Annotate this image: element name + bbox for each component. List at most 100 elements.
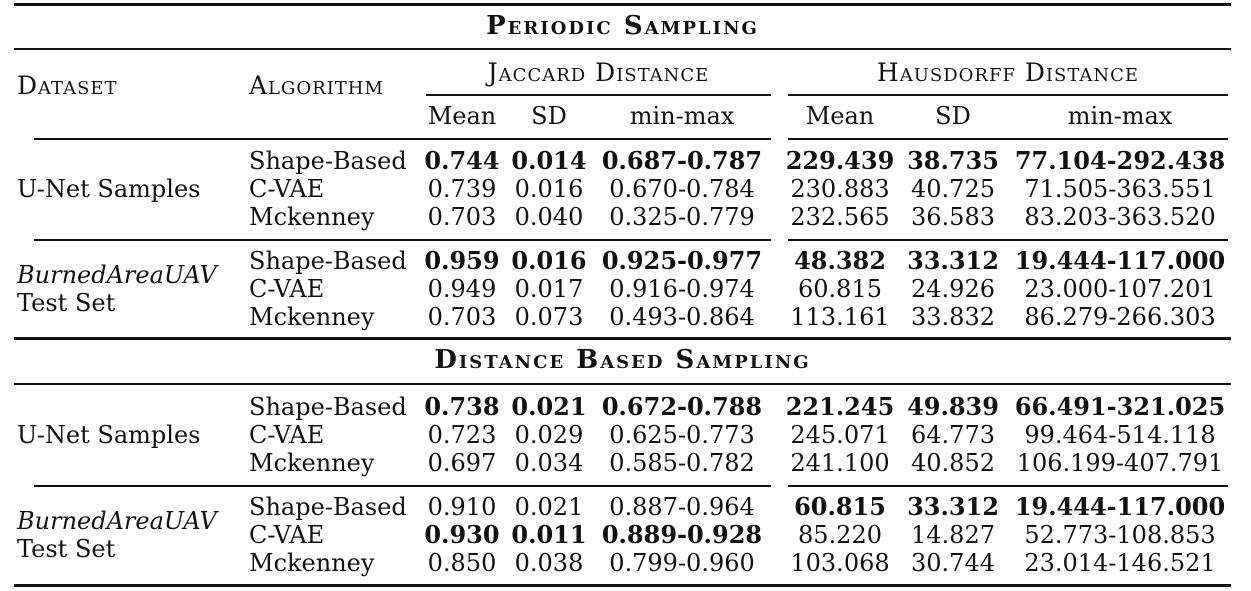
table-cell: 0.744 — [424, 146, 500, 175]
table-cell: 64.773 — [911, 421, 995, 449]
table-cell: 52.773-108.853 — [1024, 521, 1216, 549]
table-cell: 0.325-0.779 — [609, 203, 755, 231]
table-cell: 0.040 — [514, 203, 584, 231]
algorithm-label: C-VAE — [249, 421, 325, 449]
table-cell: 19.444-117.000 — [1014, 246, 1226, 275]
table-cell: 85.220 — [798, 521, 882, 549]
algorithm-label: Mckenney — [249, 549, 375, 577]
subheader-hausdorff-mean: Mean — [805, 102, 875, 130]
header-dataset: Dataset — [17, 71, 118, 100]
table-cell: 40.725 — [911, 175, 995, 203]
subheader-rule-right — [788, 138, 1228, 140]
table-cell: 0.799-0.960 — [609, 549, 755, 577]
table-cell: 0.016 — [514, 175, 584, 203]
table-cell: 0.011 — [511, 520, 587, 549]
algorithm-label: Mckenney — [249, 203, 375, 231]
table-cell: 113.161 — [790, 303, 890, 331]
table-cell: 71.505-363.551 — [1024, 175, 1216, 203]
table-cell: 0.697 — [427, 449, 497, 477]
table-cell: 24.926 — [911, 275, 995, 303]
table-cell: 0.029 — [514, 421, 584, 449]
table-cell: 0.625-0.773 — [609, 421, 755, 449]
table-cell: 232.565 — [790, 203, 890, 231]
dataset-sublabel: Test Set — [17, 535, 116, 563]
table-cell: 0.670-0.784 — [609, 175, 755, 203]
table-cell: 0.925-0.977 — [601, 246, 763, 275]
table-cell: 0.687-0.787 — [601, 146, 763, 175]
table-cell: 0.016 — [511, 246, 587, 275]
subheader-jaccard-min-max: min-max — [629, 102, 735, 130]
table-cell: 66.491-321.025 — [1014, 392, 1226, 421]
table-cell: 40.852 — [911, 449, 995, 477]
table-cell: 60.815 — [794, 492, 886, 521]
table-cell: 38.735 — [907, 146, 999, 175]
table-cell: 0.585-0.782 — [609, 449, 755, 477]
table-cell: 83.203-363.520 — [1024, 203, 1216, 231]
algorithm-label: Mckenney — [249, 449, 375, 477]
dataset-sublabel: Test Set — [17, 289, 116, 317]
table-cell: 33.832 — [911, 303, 995, 331]
table-cell: 49.839 — [907, 392, 999, 421]
algorithm-label: Shape-Based — [249, 247, 407, 275]
table-cell: 0.703 — [427, 303, 497, 331]
algorithm-label: C-VAE — [249, 175, 325, 203]
table-cell: 229.439 — [785, 146, 895, 175]
table-cell: 19.444-117.000 — [1014, 492, 1226, 521]
table-cell: 103.068 — [790, 549, 890, 577]
top-rule — [14, 3, 1231, 6]
table-cell: 221.245 — [785, 392, 895, 421]
table-cell: 0.739 — [427, 175, 497, 203]
table-cell: 241.100 — [790, 449, 890, 477]
algorithm-label: Shape-Based — [249, 147, 407, 175]
jaccard-cmidrule — [426, 94, 771, 96]
table-cell: 106.199-407.791 — [1016, 449, 1224, 477]
table-cell: 230.883 — [790, 175, 890, 203]
table-cell: 30.744 — [911, 549, 995, 577]
table-cell: 14.827 — [911, 521, 995, 549]
group-rule-right — [788, 485, 1228, 487]
algorithm-label: Mckenney — [249, 303, 375, 331]
table-cell: 0.910 — [427, 493, 497, 521]
table-cell: 0.916-0.974 — [609, 275, 755, 303]
header-jaccard: Jaccard Distance — [487, 58, 710, 87]
table-cell: 0.021 — [514, 493, 584, 521]
subheader-hausdorff-min-max: min-max — [1067, 102, 1173, 130]
subheader-jaccard-mean: Mean — [427, 102, 497, 130]
table-cell: 0.672-0.788 — [601, 392, 763, 421]
table-cell: 0.034 — [514, 449, 584, 477]
table-cell: 0.930 — [424, 520, 500, 549]
table-cell: 0.850 — [427, 549, 497, 577]
header-hausdorff: Hausdorff Distance — [876, 58, 1140, 87]
table-cell: 0.887-0.964 — [609, 493, 755, 521]
group-rule-right — [788, 239, 1228, 241]
table-cell: 0.959 — [424, 246, 500, 275]
subheader-jaccard-sd: SD — [531, 102, 567, 130]
table-cell: 0.493-0.864 — [609, 303, 755, 331]
table-cell: 0.889-0.928 — [601, 520, 763, 549]
table-cell: 0.021 — [511, 392, 587, 421]
table-cell: 0.738 — [424, 392, 500, 421]
hausdorff-cmidrule — [788, 94, 1228, 96]
table-cell: 77.104-292.438 — [1014, 146, 1226, 175]
table-cell: 0.038 — [514, 549, 584, 577]
table-cell: 60.815 — [798, 275, 882, 303]
section-title-distance: Distance Based Sampling — [434, 345, 811, 375]
subheader-rule-left — [34, 138, 771, 140]
table-cell: 33.312 — [907, 492, 999, 521]
table-cell: 0.073 — [514, 303, 584, 331]
table-cell: 0.703 — [427, 203, 497, 231]
header-algorithm: Algorithm — [249, 71, 384, 100]
header-rule — [14, 48, 1231, 50]
dataset-label: BurnedAreaUAV — [17, 507, 217, 535]
table-cell: 23.000-107.201 — [1024, 275, 1216, 303]
algorithm-label: C-VAE — [249, 275, 325, 303]
table-cell: 0.014 — [511, 146, 587, 175]
group-rule-left — [34, 239, 771, 241]
algorithm-label: Shape-Based — [249, 393, 407, 421]
subheader-hausdorff-sd: SD — [935, 102, 971, 130]
algorithm-label: Shape-Based — [249, 493, 407, 521]
table-cell: 48.382 — [794, 246, 886, 275]
section-title-periodic: Periodic Sampling — [486, 11, 759, 41]
dataset-label: U-Net Samples — [17, 175, 201, 203]
algorithm-label: C-VAE — [249, 521, 325, 549]
